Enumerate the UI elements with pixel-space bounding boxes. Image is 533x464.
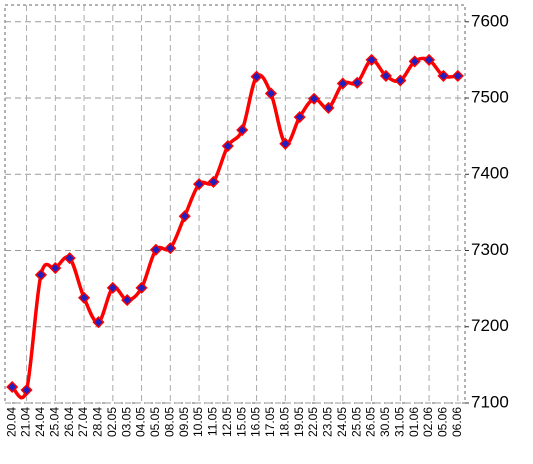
x-tick-label: 03.05 bbox=[119, 407, 133, 437]
x-tick-label: 20.04 bbox=[4, 407, 18, 437]
marker bbox=[279, 137, 292, 150]
x-tick-label: 24.04 bbox=[33, 407, 47, 437]
marker bbox=[193, 178, 206, 191]
x-tick-label: 01.06 bbox=[407, 407, 421, 437]
marker bbox=[336, 77, 349, 90]
x-tick-label: 05.05 bbox=[148, 407, 162, 437]
x-tick-label: 24.05 bbox=[335, 407, 349, 437]
y-tick-label: 7100 bbox=[471, 392, 509, 411]
marker bbox=[308, 92, 321, 105]
marker bbox=[149, 243, 162, 256]
x-tick-label: 16.05 bbox=[249, 407, 263, 437]
x-tick-label: 31.05 bbox=[392, 407, 406, 437]
marker bbox=[408, 55, 421, 68]
x-tick-label: 06.06 bbox=[450, 407, 464, 437]
marker bbox=[164, 242, 177, 255]
x-tick-label: 10.05 bbox=[191, 407, 205, 437]
marker bbox=[63, 252, 76, 265]
x-tick-label: 18.05 bbox=[277, 407, 291, 437]
marker bbox=[221, 139, 234, 153]
marker bbox=[106, 281, 119, 294]
marker bbox=[451, 69, 464, 82]
x-tick-label: 04.05 bbox=[134, 407, 148, 437]
x-tick-label: 12.05 bbox=[220, 407, 234, 437]
marker bbox=[394, 74, 407, 87]
marker bbox=[207, 175, 220, 188]
marker bbox=[236, 123, 249, 137]
plot-frame bbox=[4, 4, 466, 404]
x-tick-label: 17.05 bbox=[263, 407, 277, 437]
x-tick-label: 02.05 bbox=[105, 407, 119, 437]
marker bbox=[178, 210, 191, 223]
marker bbox=[437, 69, 450, 82]
y-tick-label: 7600 bbox=[471, 11, 509, 30]
marker bbox=[264, 87, 277, 100]
marker bbox=[293, 111, 306, 124]
x-tick-label: 05.06 bbox=[436, 407, 450, 437]
x-tick-label: 02.06 bbox=[421, 407, 435, 437]
x-tick-label: 19.05 bbox=[292, 407, 306, 437]
x-tick-label: 11.05 bbox=[206, 407, 220, 436]
marker bbox=[20, 383, 33, 397]
marker bbox=[379, 69, 392, 82]
x-tick-label: 26.05 bbox=[364, 407, 378, 437]
y-tick-label: 7400 bbox=[471, 164, 509, 183]
x-tick-label: 28.04 bbox=[91, 407, 105, 437]
x-tick-label: 27.04 bbox=[76, 407, 90, 437]
x-tick-label: 21.04 bbox=[19, 407, 33, 437]
marker bbox=[6, 380, 19, 394]
x-tick-label: 08.05 bbox=[162, 407, 176, 437]
marker bbox=[365, 53, 378, 66]
marker bbox=[135, 281, 148, 294]
marker bbox=[92, 316, 105, 329]
x-tick-label: 23.05 bbox=[321, 407, 335, 437]
series-line bbox=[10, 56, 458, 400]
x-tick-label: 09.05 bbox=[177, 407, 191, 437]
x-tick-label: 26.04 bbox=[62, 407, 76, 437]
marker bbox=[121, 294, 134, 307]
marker bbox=[423, 53, 436, 66]
marker bbox=[34, 268, 47, 281]
marker bbox=[250, 70, 263, 83]
y-tick-label: 7300 bbox=[471, 240, 509, 259]
marker bbox=[322, 101, 335, 114]
x-tick-label: 25.05 bbox=[349, 407, 363, 437]
x-tick-label: 22.05 bbox=[306, 407, 320, 437]
x-tick-label: 15.05 bbox=[234, 407, 248, 437]
marker bbox=[351, 76, 364, 89]
marker bbox=[49, 261, 62, 275]
y-tick-label: 7200 bbox=[471, 316, 509, 335]
x-tick-label: 25.04 bbox=[47, 407, 61, 437]
x-tick-label: 30.05 bbox=[378, 407, 392, 437]
marker bbox=[78, 291, 91, 304]
y-tick-label: 7500 bbox=[471, 88, 509, 107]
